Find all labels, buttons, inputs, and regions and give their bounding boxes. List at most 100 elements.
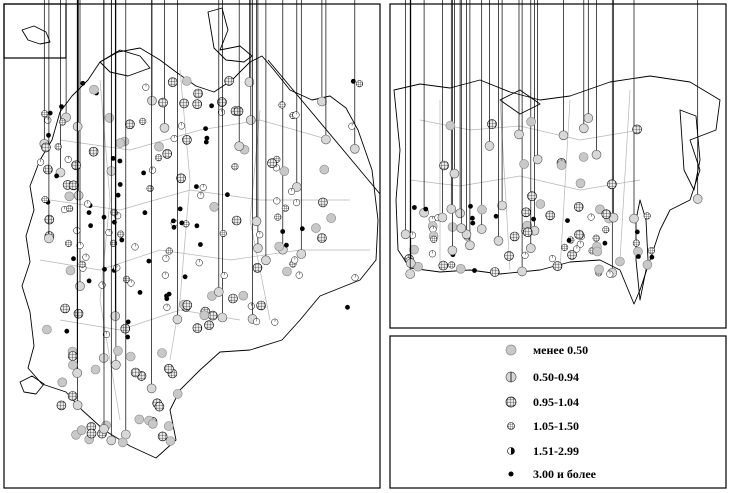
station-marker-small-hatched-circle	[602, 226, 610, 234]
station-marker-grey-circle-vertical-line	[437, 0, 448, 223]
station-marker-black-dot	[468, 203, 473, 209]
station-marker-black-dot	[117, 182, 123, 187]
station-marker-half-black-circle	[521, 251, 529, 259]
station-marker-small-hatched-circle	[41, 195, 49, 204]
legend-item-6: 3.00 и более	[508, 467, 597, 481]
taimyr	[499, 89, 541, 115]
station-marker-black-dot	[164, 296, 170, 302]
station-marker-grid-circle	[176, 173, 186, 184]
station-marker-grey-circle	[172, 389, 183, 399]
station-marker-small-hatched-circle	[632, 239, 640, 247]
station-marker-grey-circle	[595, 204, 605, 215]
station-marker-grey-circle	[64, 191, 75, 202]
station-marker-grey-circle	[575, 178, 586, 189]
station-marker-grey-circle	[526, 116, 536, 127]
station-marker-black-dot	[64, 328, 70, 334]
novaya-zemlya	[207, 7, 253, 63]
station-marker-black-dot	[142, 210, 148, 216]
station-marker-grid-circle	[228, 293, 238, 304]
station-marker-half-black-circle	[247, 302, 255, 310]
symbol-small-hatched-circle	[507, 422, 515, 430]
station-marker-grey-circle-vertical-line	[629, 0, 639, 224]
station-marker-black-dot	[470, 220, 476, 226]
station-marker-grey-circle-vertical-line	[484, 0, 495, 151]
station-marker-grey-circle-vertical-line	[493, 0, 504, 246]
station-marker-grey-circle-vertical-line	[72, 0, 82, 378]
station-marker-half-black-circle	[142, 83, 150, 91]
station-marker-black-dot	[110, 156, 116, 161]
station-marker-grey-circle-vertical-line	[558, 0, 569, 141]
station-marker-half-black-circle	[587, 213, 595, 221]
station-marker-half-black-circle	[293, 199, 301, 207]
station-marker-grid-circle	[192, 99, 202, 109]
station-marker-grid-circle	[224, 76, 234, 86]
station-marker-black-dot	[203, 139, 209, 145]
station-marker-black-dot	[141, 170, 147, 176]
station-marker-half-black-circle	[161, 271, 169, 279]
station-marker-black-dot	[71, 256, 76, 262]
station-marker-half-black-circle	[217, 108, 226, 116]
station-marker-black-dot	[299, 226, 305, 232]
station-marker-small-hatched-circle	[647, 247, 655, 255]
station-marker-small-hatched-circle	[139, 117, 147, 125]
station-marker-grey-circle-vertical-line	[578, 0, 589, 134]
station-marker-grey-circle-vertical-line	[514, 0, 524, 140]
station-marker-grid-circle	[67, 391, 78, 401]
symbol-half-fill	[511, 447, 515, 455]
station-marker-grey-circle-vertical-line	[456, 0, 467, 233]
station-marker-small-hatched-circle	[110, 208, 118, 216]
station-marker-grey-circle	[65, 265, 76, 276]
station-marker-black-dot	[171, 224, 177, 230]
station-marker-grey-circle	[118, 437, 128, 448]
station-marker-grid-circle	[438, 260, 449, 271]
station-marker-grey-circle-vertical-line	[465, 0, 475, 251]
station-marker-grid-circle	[504, 251, 514, 261]
station-marker-grey-circle-vertical-line	[321, 0, 331, 145]
station-marker-small-hatched-circle	[231, 163, 239, 171]
station-marker-grid-circle	[231, 215, 242, 226]
station-marker-grid-circle	[43, 164, 53, 175]
station-marker-grid-circle	[120, 323, 131, 334]
station-marker-grey-circle-vertical-line	[291, 0, 302, 192]
western-station-markers	[37, 0, 364, 448]
station-marker-grey-circle-vertical-line	[607, 0, 618, 278]
station-marker-grey-circle	[477, 204, 487, 215]
station-marker-small-hatched-circle	[122, 275, 131, 283]
station-marker-half-black-circle	[76, 242, 84, 250]
station-marker-black-dot	[182, 274, 188, 280]
station-marker-grid-circle	[88, 146, 99, 157]
station-marker-grid-circle	[60, 303, 70, 314]
station-marker-black-dot	[47, 110, 53, 116]
station-marker-black-dot	[86, 278, 92, 284]
station-marker-grey-circle-vertical-line	[692, 0, 703, 204]
station-marker-grid-circle	[164, 363, 174, 374]
station-marker-half-black-circle	[82, 253, 90, 261]
station-marker-grey-circle-vertical-line	[591, 0, 602, 160]
station-marker-black-dot	[209, 103, 215, 109]
station-marker-half-black-circle	[220, 271, 228, 280]
station-marker-grid-circle	[439, 160, 449, 171]
station-marker-small-hatched-circle	[54, 143, 62, 151]
eastern-map-panel	[389, 3, 727, 329]
station-marker-grid-circle	[154, 401, 165, 412]
station-marker-small-hatched-circle	[278, 101, 286, 109]
station-marker-grey-circle-vertical-line	[246, 0, 256, 125]
station-marker-grid-circle	[567, 250, 577, 260]
station-marker-small-hatched-circle	[274, 213, 282, 221]
station-marker-black-dot	[115, 192, 121, 198]
station-marker-black-dot	[565, 218, 570, 224]
station-marker-grid-circle	[267, 158, 277, 168]
station-marker-small-hatched-circle	[66, 205, 74, 213]
station-marker-black-dot	[634, 229, 640, 235]
station-marker-half-black-circle	[348, 122, 356, 130]
station-marker-black-dot	[636, 254, 641, 259]
station-marker-grid-circle	[509, 231, 520, 242]
station-marker-black-dot	[531, 216, 536, 222]
station-marker-black-dot	[125, 319, 131, 325]
station-marker-grid-circle	[317, 233, 327, 243]
station-marker-grid-circle	[489, 267, 500, 277]
station-marker-grid-circle	[41, 142, 51, 153]
station-marker-grid-circle	[44, 214, 55, 225]
station-marker-small-hatched-circle	[355, 80, 364, 88]
station-marker-grey-circle	[455, 263, 466, 274]
